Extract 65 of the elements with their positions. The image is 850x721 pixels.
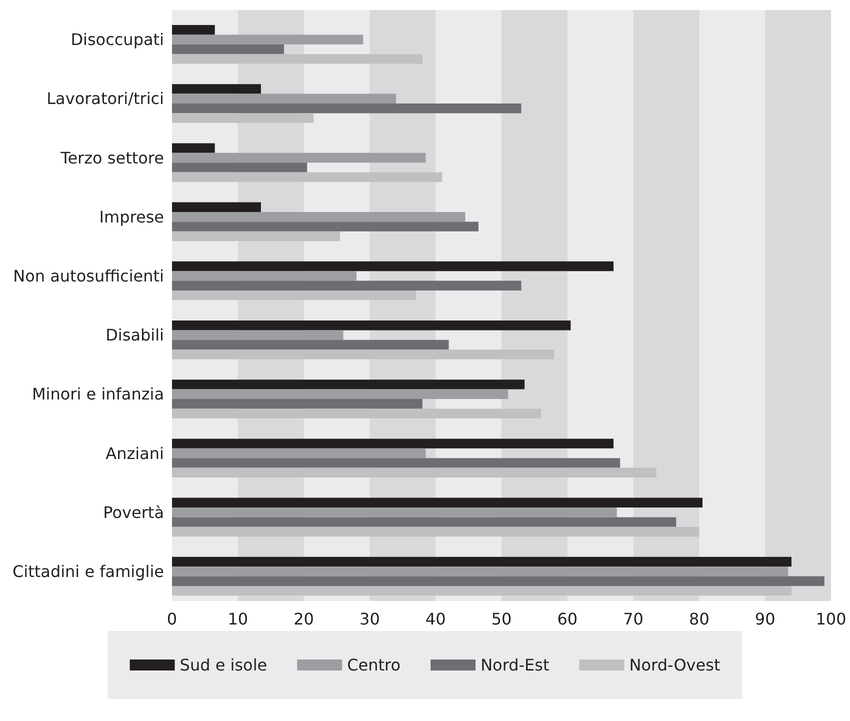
bar <box>172 84 261 94</box>
bar <box>172 340 449 350</box>
x-tick-label: 80 <box>689 610 710 628</box>
bar <box>172 556 792 567</box>
y-tick-label: Cittadini e famiglie <box>12 562 164 581</box>
y-tick-label: Povertà <box>103 502 164 522</box>
bar <box>172 261 614 272</box>
bar <box>172 566 788 576</box>
x-tick-label: 50 <box>491 610 512 628</box>
bar <box>172 458 620 468</box>
bar <box>172 143 215 153</box>
bar <box>172 586 792 596</box>
bar <box>172 94 396 104</box>
bar <box>172 380 525 390</box>
y-tick-label: Disabili <box>106 326 164 345</box>
bar <box>172 290 416 300</box>
legend-label: Sud e isole <box>180 656 268 674</box>
bar <box>172 25 215 35</box>
bar <box>172 212 466 222</box>
bar <box>172 526 700 537</box>
x-tick-label: 100 <box>816 610 846 628</box>
y-tick-label: Imprese <box>99 207 164 226</box>
legend-label: Nord-Ovest <box>629 656 720 674</box>
bar <box>172 113 314 123</box>
x-tick-label: 0 <box>166 610 178 628</box>
y-tick-label: Minori e infanzia <box>32 384 164 404</box>
bar <box>172 389 508 399</box>
bar <box>172 448 426 458</box>
bar <box>172 222 478 232</box>
bar <box>172 508 617 518</box>
bar <box>172 517 676 527</box>
bar <box>172 468 656 478</box>
x-tick-label: 40 <box>425 610 446 628</box>
x-tick-label: 90 <box>754 610 776 628</box>
bar <box>172 54 422 64</box>
x-tick-label: 60 <box>557 610 578 628</box>
bar <box>172 576 824 586</box>
bar <box>172 398 422 409</box>
y-tick-label: Disoccupati <box>70 30 164 50</box>
y-tick-label: Lavoratori/trici <box>46 89 164 108</box>
y-tick-label: Anziani <box>106 444 164 463</box>
bar <box>172 408 542 418</box>
bar <box>172 152 426 163</box>
x-tick-label: 30 <box>360 610 380 628</box>
bar <box>172 498 702 508</box>
x-tick-label: 10 <box>228 610 248 628</box>
bar <box>172 34 364 44</box>
bar <box>172 103 522 114</box>
bar <box>172 172 442 182</box>
bar <box>172 202 261 212</box>
bar <box>172 320 571 330</box>
bar <box>172 162 308 172</box>
bar <box>172 231 340 242</box>
bar <box>172 44 284 54</box>
x-tick-label: 20 <box>294 610 314 628</box>
y-tick-label: Non autosufficienti <box>13 266 164 286</box>
x-tick-label: 70 <box>623 610 644 628</box>
bar <box>172 330 344 340</box>
bar <box>172 438 614 448</box>
bar <box>172 350 554 360</box>
bar <box>172 271 357 281</box>
legend-label: Centro <box>347 656 401 674</box>
bar <box>172 280 522 290</box>
legend-label: Nord-Est <box>480 656 550 674</box>
y-tick-label: Terzo settore <box>60 148 164 168</box>
